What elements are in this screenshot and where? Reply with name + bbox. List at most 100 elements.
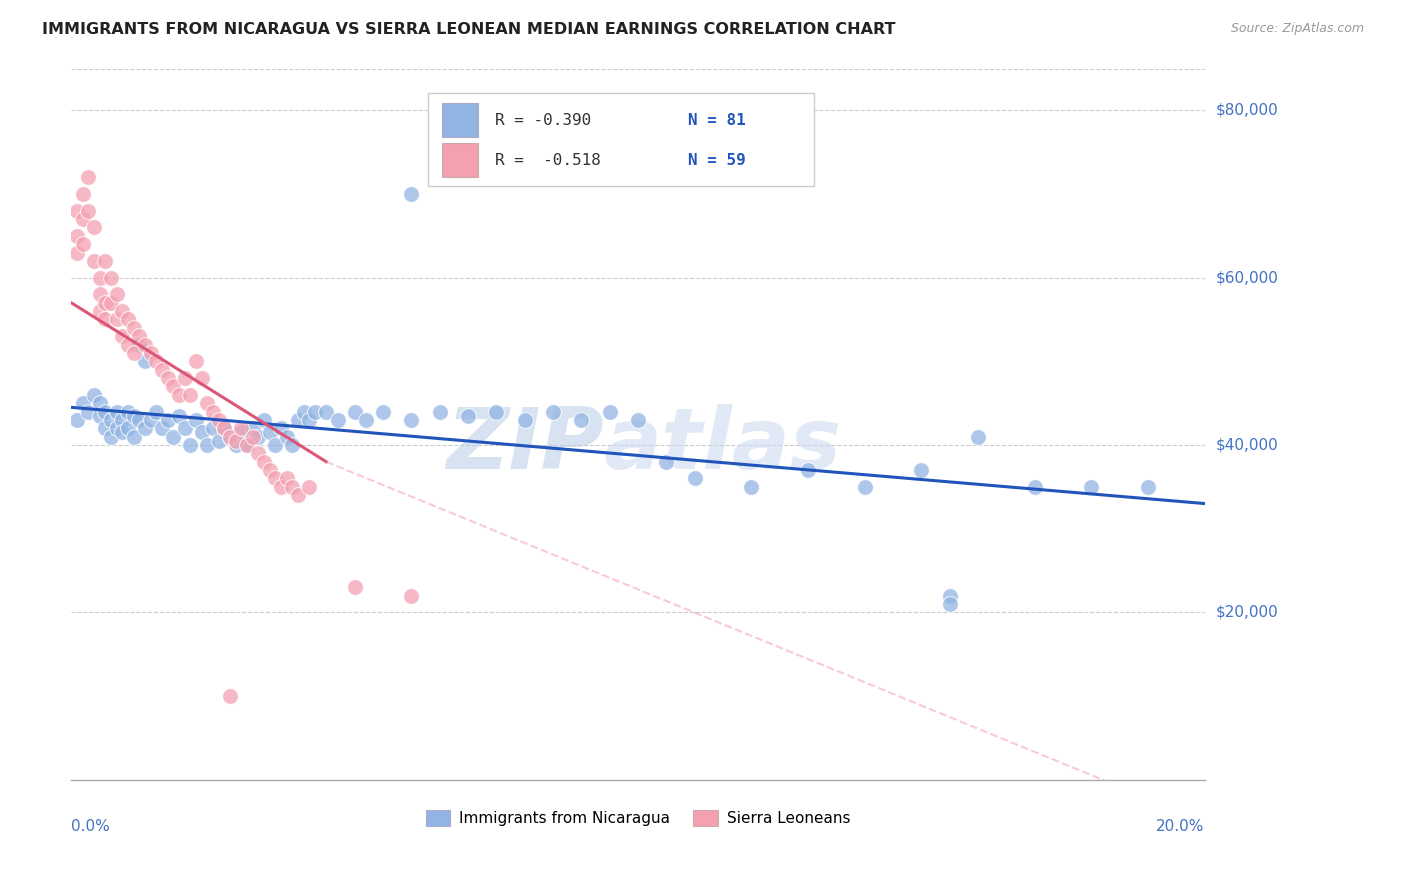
Point: [599, 404, 621, 418]
Point: [72, 237, 94, 252]
Point: [281, 480, 304, 494]
Point: [179, 438, 201, 452]
Point: [569, 413, 592, 427]
Point: [212, 421, 235, 435]
Point: [134, 337, 156, 351]
Point: [89, 396, 111, 410]
Point: [128, 329, 150, 343]
Point: [354, 413, 377, 427]
Point: [219, 429, 242, 443]
Point: [457, 409, 479, 423]
Point: [111, 425, 134, 440]
Point: [212, 421, 235, 435]
Point: [173, 371, 195, 385]
Point: [399, 589, 422, 603]
Text: N = 59: N = 59: [688, 153, 745, 168]
Point: [100, 429, 122, 443]
Point: [399, 413, 422, 427]
Point: [89, 409, 111, 423]
Point: [195, 396, 218, 410]
Point: [326, 413, 349, 427]
Point: [117, 421, 139, 435]
Text: R = -0.390: R = -0.390: [495, 113, 592, 128]
Point: [190, 371, 212, 385]
Point: [270, 421, 292, 435]
Point: [117, 404, 139, 418]
Point: [145, 404, 167, 418]
Point: [105, 287, 128, 301]
Point: [94, 295, 117, 310]
Point: [195, 438, 218, 452]
Text: IMMIGRANTS FROM NICARAGUA VS SIERRA LEONEAN MEDIAN EARNINGS CORRELATION CHART: IMMIGRANTS FROM NICARAGUA VS SIERRA LEON…: [42, 22, 896, 37]
Point: [83, 254, 105, 268]
Text: 0.0%: 0.0%: [72, 819, 110, 834]
Point: [242, 429, 264, 443]
Point: [1024, 480, 1046, 494]
Point: [94, 404, 117, 418]
Point: [225, 434, 247, 448]
Point: [281, 438, 304, 452]
Point: [100, 295, 122, 310]
Point: [111, 413, 134, 427]
Point: [264, 471, 287, 485]
Point: [122, 429, 145, 443]
Point: [253, 455, 276, 469]
Point: [150, 421, 173, 435]
Point: [184, 413, 207, 427]
Point: [399, 186, 422, 201]
Text: atlas: atlas: [605, 404, 842, 487]
Point: [122, 409, 145, 423]
Point: [304, 404, 326, 418]
Point: [77, 170, 100, 185]
Point: [94, 312, 117, 326]
Point: [1136, 480, 1159, 494]
Point: [89, 270, 111, 285]
Point: [259, 463, 281, 477]
Point: [66, 228, 89, 243]
Text: $80,000: $80,000: [1216, 103, 1278, 118]
Point: [139, 346, 162, 360]
Point: [128, 337, 150, 351]
Point: [231, 425, 253, 440]
Point: [145, 354, 167, 368]
Point: [162, 429, 184, 443]
Point: [167, 388, 190, 402]
Point: [100, 270, 122, 285]
Point: [156, 371, 179, 385]
Point: [247, 446, 270, 460]
Point: [797, 463, 820, 477]
Point: [100, 413, 122, 427]
Point: [967, 429, 990, 443]
Point: [184, 354, 207, 368]
Point: [72, 396, 94, 410]
Text: N = 81: N = 81: [688, 113, 745, 128]
Point: [541, 404, 564, 418]
Point: [853, 480, 876, 494]
Point: [111, 329, 134, 343]
Point: [740, 480, 762, 494]
Point: [627, 413, 650, 427]
Point: [134, 421, 156, 435]
Point: [298, 480, 321, 494]
Point: [156, 413, 179, 427]
Point: [207, 434, 229, 448]
Point: [72, 212, 94, 227]
Point: [371, 404, 394, 418]
Point: [190, 425, 212, 440]
Point: [259, 425, 281, 440]
Point: [150, 362, 173, 376]
Point: [173, 421, 195, 435]
Point: [179, 388, 201, 402]
Text: $20,000: $20,000: [1216, 605, 1278, 620]
Point: [139, 413, 162, 427]
Point: [219, 689, 242, 703]
Point: [77, 203, 100, 218]
Point: [938, 589, 960, 603]
Point: [485, 404, 508, 418]
Point: [253, 413, 276, 427]
Point: [94, 421, 117, 435]
Point: [683, 471, 706, 485]
Point: [429, 404, 451, 418]
Point: [128, 413, 150, 427]
Point: [242, 421, 264, 435]
